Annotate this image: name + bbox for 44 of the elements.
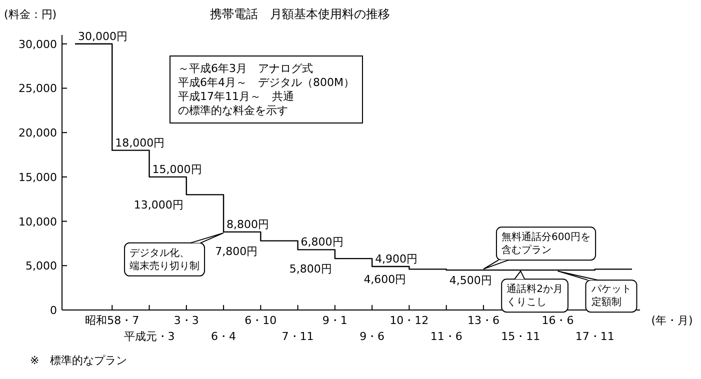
x-tick-label: 17・11 [575,330,614,343]
data-label: 6,800円 [300,236,344,249]
callout-text: パケット定額制 [592,284,632,308]
x-tick-label: 15・11 [501,330,540,343]
text: 平成6年4月～ デジタル（800M） [178,76,354,89]
x-tick-label: 9・1 [322,314,348,327]
data-label: 4,500円 [449,274,492,288]
x-tick-label: 10・12 [390,314,429,327]
y-tick-label: 20,000 [18,126,57,140]
y-tick-label: 0 [50,304,57,317]
x-tick-label: 7・11 [282,330,314,343]
callout-text: デジタル化、端末売り切り制 [130,248,200,272]
y-tick-label: 30,000 [18,38,57,51]
x-tick-label: 11・6 [430,330,462,343]
callout-text: 無料通話分600円を含むプラン [501,232,591,256]
ylabel: (料金：円) [4,8,57,21]
x-tick-label: 平成元・3 [124,330,175,343]
data-label: 5,800円 [289,262,332,276]
callout-text: 通話料2か月くりこし [506,284,563,308]
data-label: 18,000円 [115,136,165,150]
text: ～平成6年3月 アナログ式 [178,62,313,75]
y-tick-label: 5,000 [26,260,57,273]
footnote: ※ 標準的なプラン [30,354,128,367]
x-tick-label: 6・4 [211,330,236,343]
data-label: 30,000円 [78,30,128,43]
x-tick-label: 6・10 [244,314,277,327]
x-tick-label: 13・6 [467,314,500,327]
y-tick-label: 10,000 [18,215,57,228]
xlabel: (年・月) [651,314,693,327]
x-tick-label: 3・3 [174,314,199,327]
x-tick-label: 9・6 [360,330,385,343]
text: 平成17年11月～ 共通 [178,90,294,103]
data-label: 7,800円 [215,244,258,258]
y-tick-label: 25,000 [18,82,57,96]
data-label: 4,900円 [375,252,418,266]
data-label: 4,600円 [364,273,406,286]
data-label: 8,800円 [226,218,270,231]
x-tick-label: 16・6 [542,314,574,327]
text: の標準的な料金を示す [178,104,288,117]
y-tick-label: 15,000 [18,170,57,184]
data-label: 13,000円 [134,198,184,212]
title: 携帯電話 月額基本使用料の推移 [210,7,390,21]
x-tick-label: 昭和58・7 [85,314,140,327]
data-label: 15,000円 [152,162,202,176]
